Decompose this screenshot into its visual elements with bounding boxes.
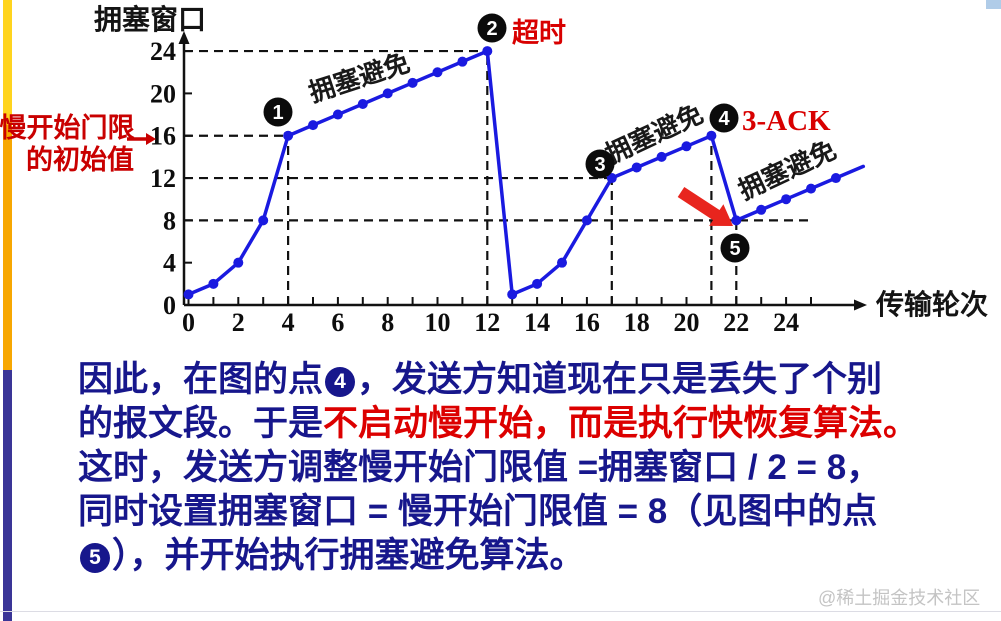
body-text-span: 的报文段。于是 [78,404,324,443]
body-text-span: ），并开始执行拥塞避免算法。 [112,536,585,575]
y-tick-label: 12 [150,164,176,193]
x-tick-label: 16 [574,308,600,337]
inline-point-badge: 5 [80,543,110,573]
point-badge-circle [585,149,615,179]
data-point [706,130,717,141]
x-axis-arrow [854,299,867,311]
data-point [233,257,244,268]
y-tick-label: 20 [150,79,176,108]
body-text: 因此，在图的点 4 ，发送方知道现在只是丢失了个别 的报文段。于是不启动慢开始，而是执… [78,358,918,578]
inline-point-badge: 4 [325,367,356,397]
body-text-span: ，发送方知道现在只是丢失了个别 [357,360,883,399]
data-point [457,56,468,67]
x-tick-label: 12 [474,308,500,337]
threshold-label-line2: 的初始值 [26,144,134,175]
left-bar-segment [3,0,12,125]
data-point [258,215,269,226]
data-point [606,173,617,184]
data-point [482,46,493,57]
x-tick-label: 24 [773,308,799,337]
fast-recovery-arrow-icon [677,187,733,226]
data-point [656,151,667,162]
threshold-arrow-icon [127,133,156,145]
point-badge-number: 1 [272,102,283,124]
point-badge-number: 5 [729,238,740,260]
data-point [557,257,567,268]
data-point [183,289,194,300]
data-point [681,141,692,152]
data-point [781,194,792,205]
y-axis-title: 拥塞窗口 [94,3,206,36]
data-point [581,215,592,226]
data-point [631,162,642,173]
point-badge-number: 4 [718,108,730,130]
page-edge-line [0,611,1001,612]
x-tick-label: 8 [381,308,394,337]
body-text-span: 同时设置拥塞窗口 = 慢开始门限值 = 8（见图中的点 [78,492,878,531]
x-tick-label: 0 [182,308,195,337]
data-point [432,67,443,78]
point-badge-circle [709,103,739,133]
cwnd-line [186,49,866,297]
x-tick-label: 14 [524,308,550,337]
threshold-label-line1: 慢开始门限 [0,112,135,143]
x-tick-label: 10 [425,308,451,337]
point-badge-circle [720,233,750,263]
y-tick-label: 8 [163,206,176,235]
y-tick-label: 4 [163,249,176,278]
data-point [407,77,418,88]
data-point [283,130,294,141]
y-tick-label: 16 [150,122,176,151]
point-badge-number: 2 [486,18,497,40]
x-tick-label: 4 [282,308,295,337]
point-badge-circle [263,97,293,127]
body-text-red: 不启动慢开始，而是执行快恢复算法。 [323,404,919,443]
watermark: @稀土掘金技术社区 [818,588,981,608]
x-tick-label: 22 [723,308,749,337]
body-line: 5 ），并开始执行拥塞避免算法。 [78,534,918,578]
data-point [308,120,318,131]
congestion-avoidance-label: 拥塞避免 [305,47,413,108]
chart-curve [183,46,866,300]
data-point [382,88,393,99]
point-badge-circle [477,13,507,43]
x-tick-label: 20 [674,308,700,337]
body-line: 因此，在图的点 4 ，发送方知道现在只是丢失了个别 [78,358,918,402]
body-line: 的报文段。于是不启动慢开始，而是执行快恢复算法。 [78,402,918,446]
point-badge-number: 3 [594,154,605,176]
body-text-span: 因此，在图的点 [78,360,324,399]
data-point [332,109,343,120]
data-point [507,289,518,300]
body-text-span: 这时，发送方调整慢开始门限值 =拥塞窗口 / 2 = 8， [78,448,882,487]
data-point [208,278,219,289]
dashed-guides [184,49,811,305]
x-axis-title: 传输轮次 [875,288,988,321]
y-tick-label: 0 [163,291,176,320]
top-right-smudge [986,0,1001,9]
data-point [731,215,742,226]
congestion-window-chart: 0 2 4 6 8 10 12 14 16 18 20 22 2404812162024拥塞窗口传输轮次… [0,3,988,337]
body-line: 同时设置拥塞窗口 = 慢开始门限值 = 8（见图中的点 [78,490,918,534]
body-line: 这时，发送方调整慢开始门限值 =拥塞窗口 / 2 = 8， [78,446,918,490]
left-bar-segment [3,125,12,370]
three-ack-label: 3-ACK [742,105,831,137]
y-tick-label: 24 [150,37,176,66]
x-tick-label: 18 [624,308,650,337]
data-point [806,183,816,194]
chart-badges: 1 2 3 4 5 [263,13,750,263]
data-point [830,173,841,184]
data-point [532,278,543,289]
data-point [756,204,767,215]
x-tick-label: 2 [232,308,245,337]
left-accent-bar [3,0,12,621]
left-bar-segment [3,370,12,621]
timeout-label: 超时 [512,18,566,48]
data-point [357,98,368,109]
y-axis-arrow [178,31,190,44]
x-tick-label: 6 [331,308,344,337]
